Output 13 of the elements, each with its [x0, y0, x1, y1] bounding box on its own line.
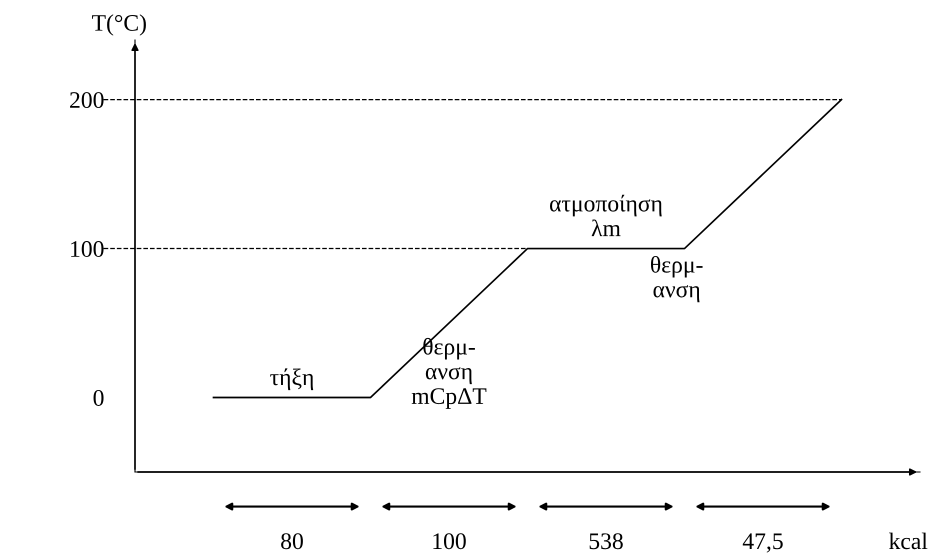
y-tick-label: 0 — [94, 390, 104, 406]
text: 80 — [281, 533, 303, 550]
annotation: ατμοποίηση λm — [550, 194, 662, 236]
y-axis-title: T(°C) — [92, 14, 146, 36]
text: 47,5 — [742, 533, 783, 553]
annotation: θερμ- ανση mCpΔT — [412, 338, 486, 409]
annotation: θερμ- ανση — [650, 256, 703, 302]
y-tick-label: 200 — [70, 92, 104, 108]
x-axis-title: kcal — [889, 532, 928, 550]
text: 538 — [590, 533, 623, 550]
annotation: τήξη — [270, 368, 314, 390]
y-tick-label: 100 — [71, 241, 104, 257]
text: 100 — [433, 533, 466, 550]
